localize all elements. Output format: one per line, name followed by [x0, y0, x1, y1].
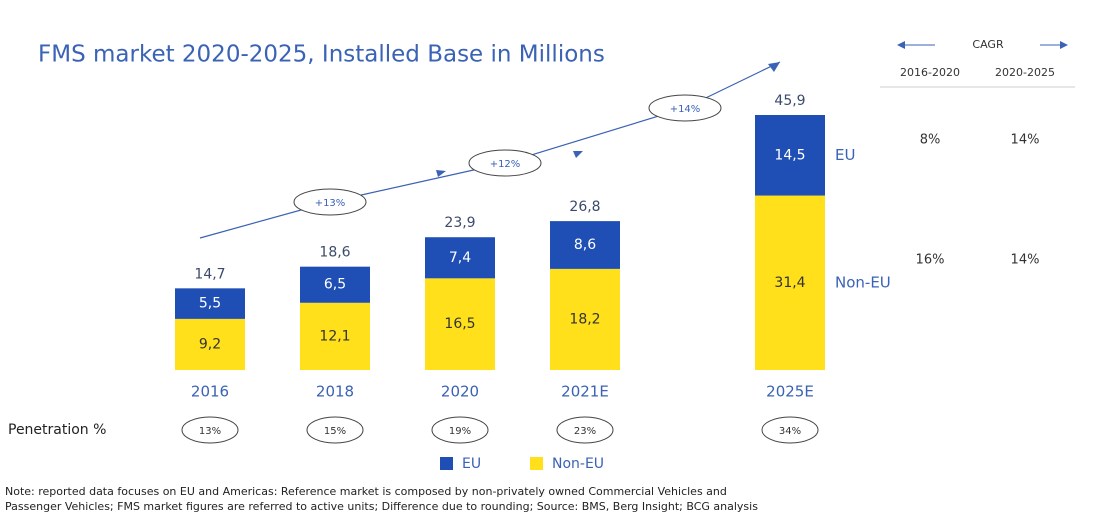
penetration-label: 23% — [574, 426, 596, 437]
legend-label: Non-EU — [552, 456, 604, 472]
penetration-label: 34% — [779, 426, 801, 437]
growth-label: +12% — [490, 159, 521, 170]
x-tick-label: 2016 — [191, 383, 229, 401]
bar-segment — [175, 318, 245, 370]
value-label: 8,6 — [574, 237, 596, 253]
value-label: 9,2 — [199, 336, 221, 352]
trend-arrow — [199, 61, 781, 239]
growth-badge — [648, 94, 722, 122]
penetration-badge — [761, 416, 819, 444]
x-tick-label: 2020 — [441, 383, 479, 401]
arrow-head — [897, 41, 905, 49]
legend-swatch — [440, 457, 453, 470]
chart-title: FMS market 2020-2025, Installed Base in … — [38, 42, 605, 68]
arrow-head — [768, 62, 780, 72]
series-label: EU — [835, 146, 855, 164]
bar-segment — [175, 288, 245, 319]
penetration-label: 13% — [199, 426, 221, 437]
growth-label: +13% — [315, 198, 346, 209]
growth-badge — [468, 149, 542, 177]
penetration-badge — [431, 416, 489, 444]
bar-segment — [755, 115, 825, 196]
arrow-head — [436, 170, 446, 177]
bar-segment — [425, 237, 495, 279]
legend-label: EU — [462, 456, 481, 472]
value-label: 31,4 — [774, 275, 805, 291]
x-tick-label: 2021E — [561, 383, 609, 401]
bar-segment — [550, 268, 620, 370]
penetration-title: Penetration % — [8, 422, 106, 438]
total-label: 26,8 — [569, 199, 600, 215]
growth-badge — [293, 188, 367, 216]
bar-segment — [300, 266, 370, 303]
total-label: 45,9 — [774, 93, 805, 109]
value-label: 6,5 — [324, 277, 346, 293]
penetration-badge — [181, 416, 239, 444]
penetration-badge — [306, 416, 364, 444]
bar-segment — [550, 221, 620, 269]
note: Note: reported data focuses on EU and Am… — [5, 485, 727, 498]
penetration-badge — [556, 416, 614, 444]
total-label: 14,7 — [194, 266, 225, 282]
x-tick-label: 2025E — [766, 383, 814, 401]
cagr-column: 2020-2025 — [995, 66, 1055, 79]
growth-label: +14% — [670, 104, 701, 115]
value-label: 16,5 — [444, 316, 475, 332]
cagr-value: 16% — [916, 253, 945, 268]
note: Passenger Vehicles; FMS market figures a… — [5, 500, 758, 513]
value-label: 12,1 — [319, 328, 350, 344]
bar-segment — [300, 302, 370, 370]
cagr-title: CAGR — [972, 38, 1004, 51]
value-label: 14,5 — [774, 147, 805, 163]
cagr-value: 14% — [1011, 253, 1040, 268]
legend-swatch — [530, 457, 543, 470]
cagr-value: 8% — [920, 133, 941, 148]
value-label: 5,5 — [199, 296, 221, 312]
cagr-value: 14% — [1011, 133, 1040, 148]
series-label: Non-EU — [835, 273, 891, 291]
value-label: 18,2 — [569, 311, 600, 327]
arrow-head — [573, 151, 583, 158]
value-label: 7,4 — [449, 250, 471, 266]
x-tick-label: 2018 — [316, 383, 354, 401]
total-label: 18,6 — [319, 245, 350, 261]
penetration-label: 15% — [324, 426, 346, 437]
cagr-column: 2016-2020 — [900, 66, 960, 79]
arrow-head — [1060, 41, 1068, 49]
bar-segment — [425, 278, 495, 370]
penetration-label: 19% — [449, 426, 471, 437]
bar-segment — [755, 195, 825, 370]
total-label: 23,9 — [444, 215, 475, 231]
